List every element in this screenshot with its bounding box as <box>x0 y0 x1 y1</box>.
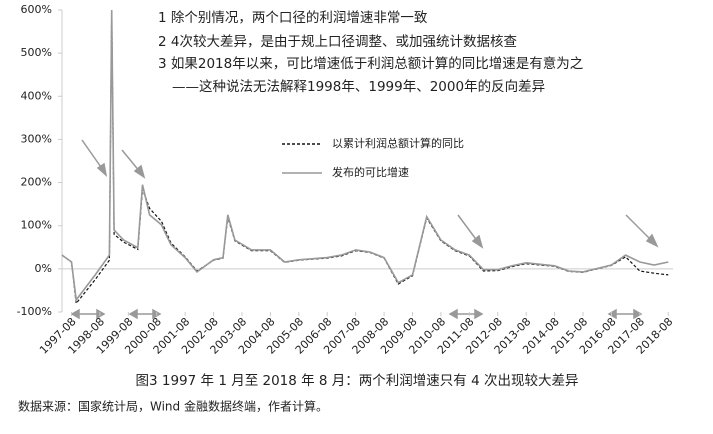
y-tick-label: 300% <box>21 132 52 145</box>
source: 数据来源：国家统计局，Wind 金融数据终端，作者计算。 <box>18 399 328 414</box>
arrows <box>70 139 659 320</box>
series-line <box>61 9 669 305</box>
annotation: 3 如果2018年以来，可比增速低于利润总额计算的同比增速是有意为之 <box>158 55 583 72</box>
caption: 图3 1997 年 1 月至 2018 年 8 月：两个利润增速只有 4 次出现… <box>136 373 579 389</box>
y-tick-label: 200% <box>21 176 52 189</box>
y-tick-label: 400% <box>21 89 52 102</box>
series-line <box>61 9 669 302</box>
y-tick-label: -100% <box>17 305 52 318</box>
y-tick-label: 500% <box>21 46 52 59</box>
annotation: 2 4次较大差异，是由于规上口径调整、或加强统计数据核查 <box>158 34 517 50</box>
annotation: ——这种说法无法解释1998年、1999年、2000年的反向差异 <box>172 78 545 95</box>
annotation: 1 除个别情况，两个口径的利润增速非常一致 <box>158 10 428 26</box>
legend-label: 以累计利润总额计算的同比 <box>332 136 464 150</box>
legend-label: 发布的可比增速 <box>332 165 409 179</box>
y-tick-label: 0% <box>35 262 52 275</box>
y-tick-label: 100% <box>21 219 52 232</box>
y-tick-label: 600% <box>21 3 52 16</box>
